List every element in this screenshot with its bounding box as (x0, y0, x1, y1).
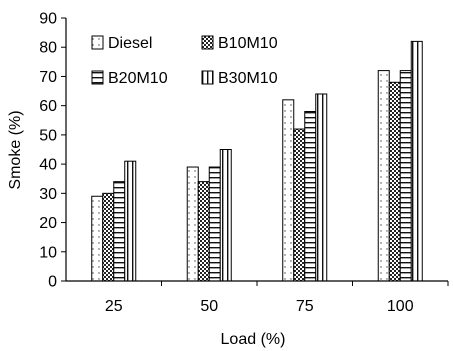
legend-swatch (201, 70, 214, 85)
y-tick-label: 70 (39, 69, 57, 86)
legend-item-b20m10: B20M10 (91, 70, 168, 87)
y-tick-label: 80 (39, 40, 57, 57)
bar-diesel-load-50 (186, 166, 199, 282)
x-tick-label: 50 (200, 298, 218, 315)
legend-item-b30m10: B30M10 (201, 70, 278, 87)
bar-b30m10-load-100 (410, 40, 423, 282)
bar-diesel-load-75 (282, 99, 295, 282)
y-axis-label: Smoke (%) (7, 110, 24, 189)
x-axis-ticks: 25 50 75 100 (105, 281, 449, 315)
y-tick-label: 90 (39, 11, 57, 28)
legend: Diesel B10M10 B20M10 B30M10 (91, 35, 278, 87)
y-tick-label: 50 (39, 127, 57, 144)
legend-swatch (91, 35, 104, 50)
legend-swatch (201, 35, 214, 50)
y-tick-label: 10 (39, 244, 57, 261)
bar-b30m10-load-75 (315, 93, 328, 282)
bar-b10m10-load-75 (293, 128, 306, 282)
legend-label: Diesel (108, 35, 152, 52)
x-tick-label: 100 (387, 298, 414, 315)
bar-b30m10-load-50 (219, 149, 232, 282)
y-tick-label: 30 (39, 186, 57, 203)
bar-b20m10-load-25 (113, 181, 126, 282)
y-tick-label: 40 (39, 157, 57, 174)
bar-b10m10-load-25 (102, 192, 115, 282)
bar-b20m10-load-100 (399, 70, 412, 282)
bar-b10m10-load-100 (388, 81, 401, 282)
y-axis-ticks: 0 10 20 30 40 50 60 70 80 90 (39, 11, 66, 291)
y-tick-label: 60 (39, 98, 57, 115)
y-tick-label: 0 (48, 274, 57, 291)
legend-item-b10m10: B10M10 (201, 35, 278, 52)
legend-label: B20M10 (108, 70, 168, 87)
y-tick-label: 20 (39, 215, 57, 232)
bar-b20m10-load-50 (208, 166, 221, 282)
axes (65, 18, 448, 282)
bar-b20m10-load-75 (304, 111, 317, 282)
x-tick-label: 75 (296, 298, 314, 315)
legend-label: B10M10 (218, 35, 278, 52)
bar-b10m10-load-50 (197, 181, 210, 282)
x-axis-label: Load (%) (221, 331, 286, 348)
legend-label: B30M10 (218, 70, 278, 87)
bar-diesel-load-25 (91, 195, 104, 282)
bar-diesel-load-100 (377, 70, 390, 282)
legend-item-diesel: Diesel (91, 35, 152, 52)
x-tick-label: 25 (105, 298, 123, 315)
legend-swatch (91, 70, 104, 85)
bar-b30m10-load-25 (124, 160, 137, 282)
